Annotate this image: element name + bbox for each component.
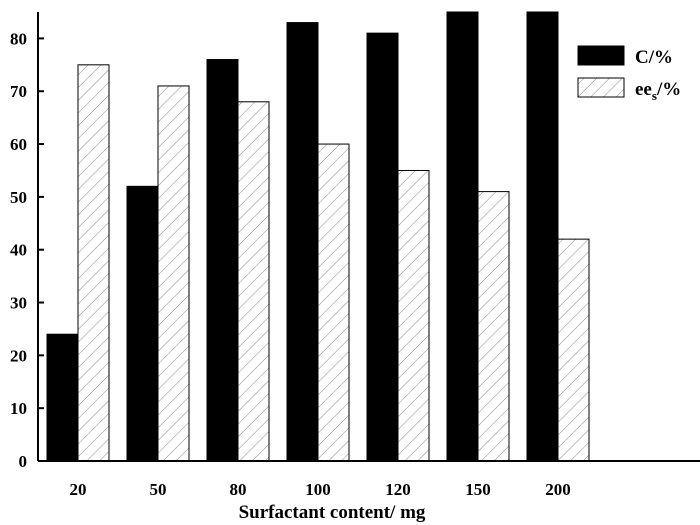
bar-ees-200 xyxy=(557,238,590,462)
y-tick-label-20: 20 xyxy=(10,346,27,365)
y-tick-label-80: 80 xyxy=(10,29,27,48)
bars-group xyxy=(46,11,590,462)
y-tick-label-40: 40 xyxy=(10,241,27,260)
y-tick-label-0: 0 xyxy=(19,452,28,471)
bar-c-20 xyxy=(46,333,79,462)
legend-label-ees-sub: s xyxy=(652,88,657,103)
bar-ees-120 xyxy=(397,169,430,462)
x-tick-label-100: 100 xyxy=(305,480,331,499)
bar-ees-150 xyxy=(477,191,510,462)
bar-ees-50 xyxy=(157,85,190,462)
y-tick-label-30: 30 xyxy=(10,294,27,313)
x-tick-label-120: 120 xyxy=(385,480,411,499)
y-tick-label-70: 70 xyxy=(10,82,27,101)
bar-c-80 xyxy=(206,59,239,462)
x-tick-label-20: 20 xyxy=(70,480,87,499)
legend-label-c: C/% xyxy=(635,47,673,68)
y-tick-label-60: 60 xyxy=(10,135,27,154)
x-tick-label-50: 50 xyxy=(150,480,167,499)
bar-c-120 xyxy=(366,32,399,462)
bar-ees-100 xyxy=(317,143,350,462)
y-tick-label-10: 10 xyxy=(10,399,27,418)
bar-c-100 xyxy=(286,22,319,462)
x-tick-label-80: 80 xyxy=(230,480,247,499)
legend-label-ees-main: ee xyxy=(635,79,652,100)
bar-ees-80 xyxy=(237,101,270,462)
legend: C/% ees/% xyxy=(577,45,681,103)
bar-c-200 xyxy=(526,11,559,462)
x-tick-label-150: 150 xyxy=(465,480,491,499)
legend-label-ees-suffix: /% xyxy=(656,79,681,100)
bar-c-150 xyxy=(446,11,479,462)
x-axis: 20 50 80 100 120 150 200 xyxy=(70,480,571,499)
y-tick-label-50: 50 xyxy=(10,188,27,207)
bar-ees-20 xyxy=(77,64,110,462)
legend-swatch-ees xyxy=(577,77,625,98)
x-tick-label-200: 200 xyxy=(545,480,571,499)
legend-swatch-c xyxy=(577,45,625,66)
legend-label-ees: ees/% xyxy=(635,79,681,103)
y-axis: 0 10 20 30 40 50 60 70 80 xyxy=(10,29,44,471)
x-axis-title: Surfactant content/ mg xyxy=(239,502,426,523)
bar-c-50 xyxy=(126,185,159,462)
